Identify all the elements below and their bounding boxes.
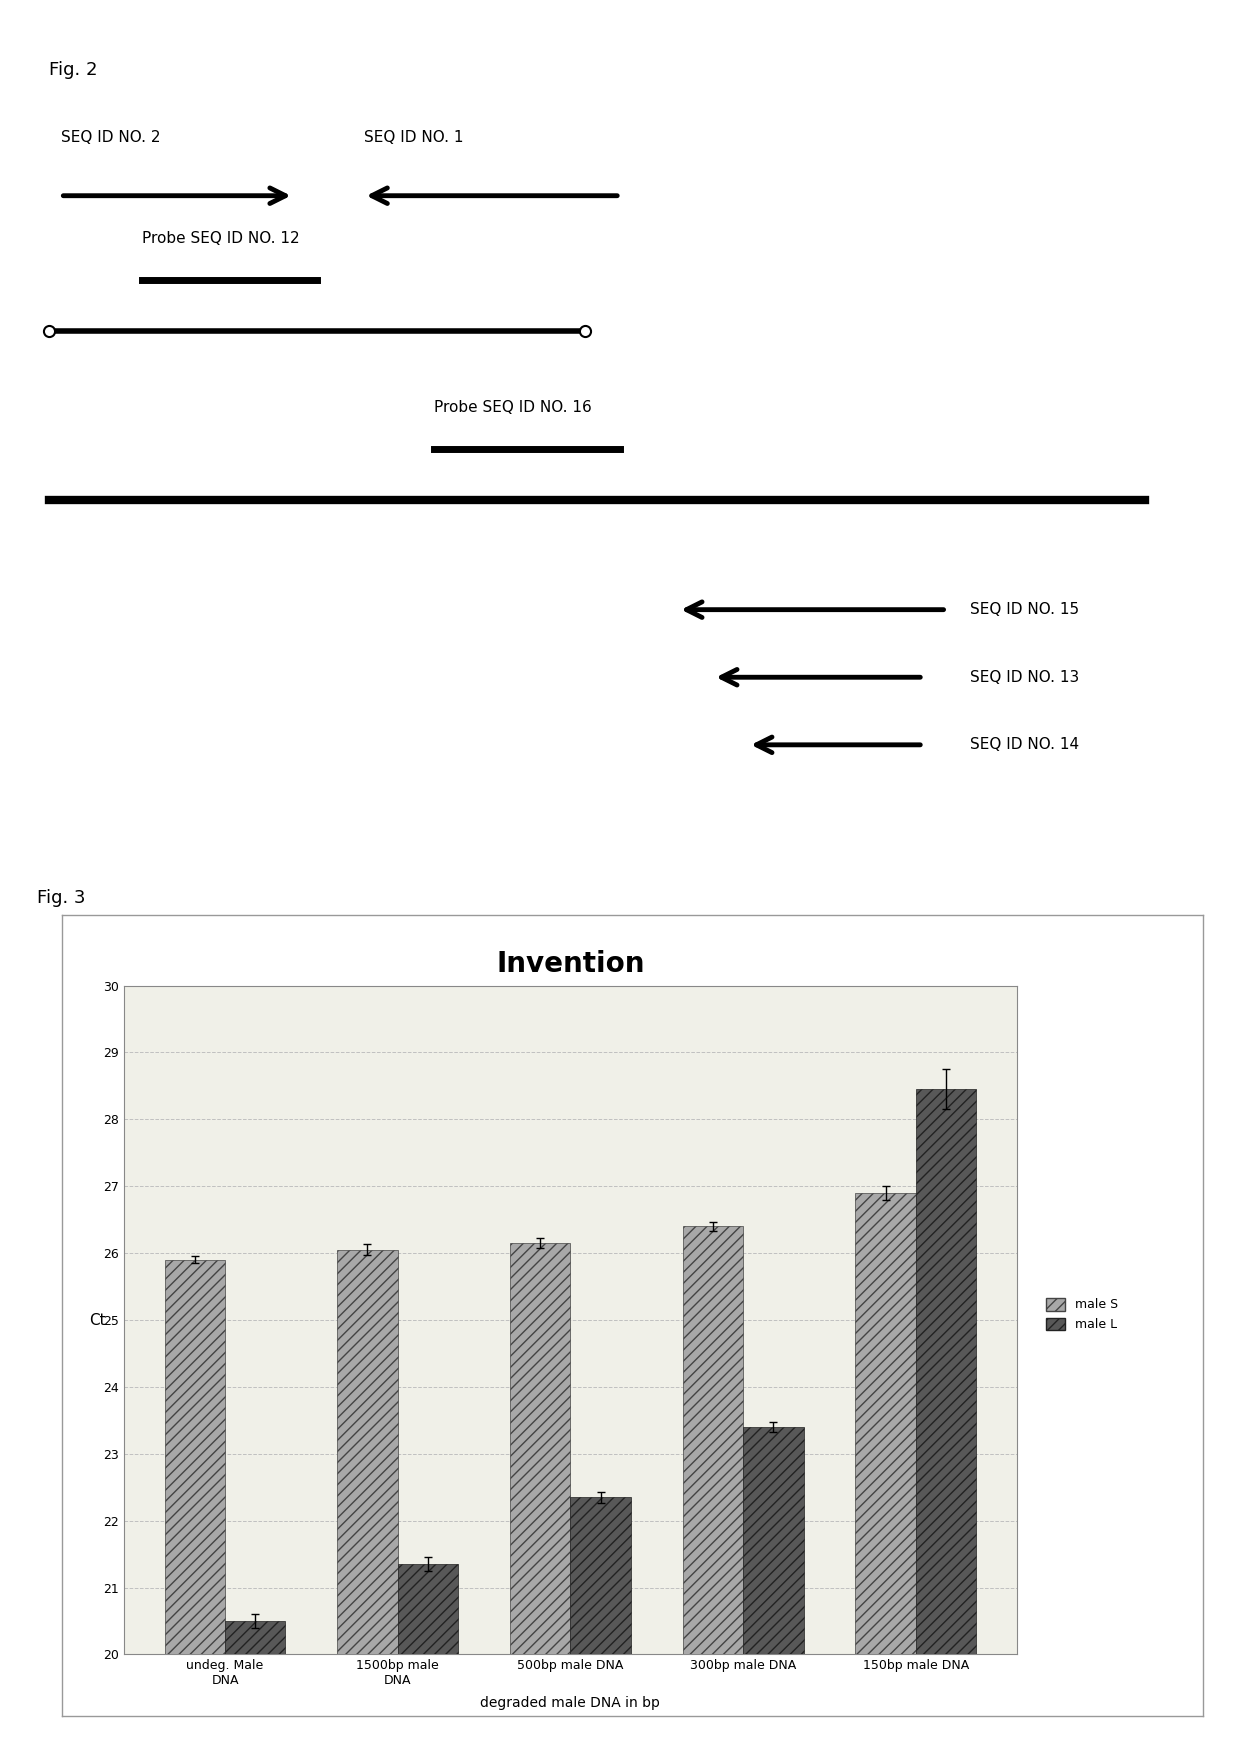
Text: Fig. 2: Fig. 2 xyxy=(48,60,98,79)
Bar xyxy=(683,1227,743,1654)
Bar xyxy=(337,1250,398,1654)
Y-axis label: Ct: Ct xyxy=(89,1313,107,1327)
Text: SEQ ID NO. 15: SEQ ID NO. 15 xyxy=(970,602,1079,618)
Text: SEQ ID NO. 13: SEQ ID NO. 13 xyxy=(970,671,1079,685)
Text: Fig. 3: Fig. 3 xyxy=(37,889,86,906)
Text: SEQ ID NO. 1: SEQ ID NO. 1 xyxy=(363,130,463,144)
Text: SEQ ID NO. 14: SEQ ID NO. 14 xyxy=(970,737,1079,752)
Text: Probe SEQ ID NO. 16: Probe SEQ ID NO. 16 xyxy=(434,400,591,415)
Bar xyxy=(224,1621,285,1654)
Bar xyxy=(398,1565,458,1654)
X-axis label: degraded male DNA in bp: degraded male DNA in bp xyxy=(480,1695,661,1709)
Text: SEQ ID NO. 2: SEQ ID NO. 2 xyxy=(61,130,160,144)
Bar xyxy=(916,1089,976,1654)
Bar xyxy=(510,1243,570,1654)
Bar xyxy=(165,1260,224,1654)
Text: Probe SEQ ID NO. 12: Probe SEQ ID NO. 12 xyxy=(143,231,300,246)
Legend: male S, male L: male S, male L xyxy=(1040,1294,1122,1336)
Bar xyxy=(570,1498,631,1654)
Bar xyxy=(856,1193,916,1654)
Title: Invention: Invention xyxy=(496,950,645,979)
Bar xyxy=(743,1427,804,1654)
